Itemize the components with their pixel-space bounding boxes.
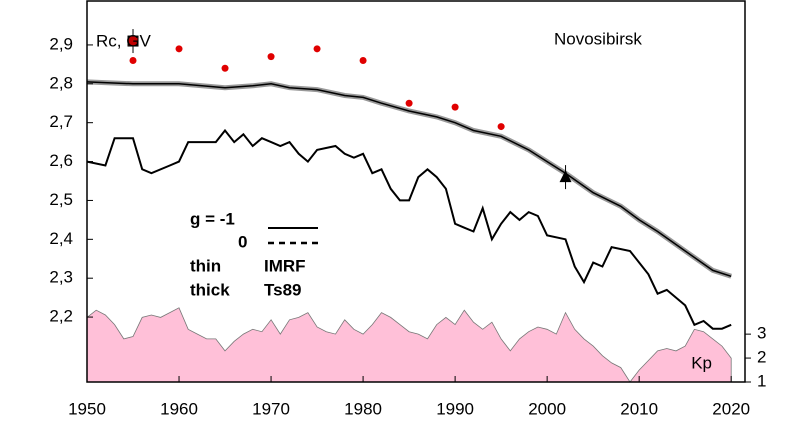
x-tick-label: 1950 — [68, 399, 106, 418]
kp-label: Kp — [691, 354, 712, 373]
y-tick-label: 2,9 — [49, 34, 73, 53]
legend-text: g = -1 — [190, 209, 235, 228]
x-tick-label: 1970 — [252, 399, 290, 418]
y-tick-label: 2,6 — [49, 151, 73, 170]
y-tick-label: 2,3 — [49, 268, 73, 287]
axis-label: Rc, GV — [96, 31, 151, 50]
legend-text: 0 — [238, 232, 247, 251]
x-tick-label: 2000 — [528, 399, 566, 418]
plot-frame — [86, 0, 746, 383]
y-tick-label: 2,8 — [49, 73, 73, 92]
point — [405, 99, 413, 107]
y-tick-label: 2,5 — [49, 190, 73, 209]
point — [127, 35, 139, 47]
point — [451, 103, 459, 111]
point — [221, 64, 229, 72]
station-name: Novosibirsk — [554, 29, 642, 48]
x-tick-label: 1990 — [436, 399, 474, 418]
y-tick-label: 2,4 — [49, 229, 73, 248]
plot-area: Kp — [86, 29, 732, 383]
point — [359, 56, 367, 64]
point — [175, 45, 183, 53]
line — [86, 128, 732, 330]
legend-text: thick — [190, 280, 230, 299]
legend-text: IMRF — [264, 256, 306, 275]
line — [86, 81, 732, 278]
point — [267, 53, 275, 61]
y2-tick-label: 2 — [757, 348, 766, 367]
point — [559, 170, 572, 183]
point — [313, 45, 321, 53]
point — [129, 56, 137, 64]
legend-text: Ts89 — [264, 280, 302, 299]
legend-text: thin — [190, 256, 221, 275]
x-tick-label: 1980 — [344, 399, 382, 418]
y-tick-label: 2,2 — [49, 307, 73, 326]
kp-area — [86, 307, 732, 383]
x-tick-label: 2010 — [620, 399, 658, 418]
y2-tick-label: 3 — [757, 324, 766, 343]
x-tick-label: 1960 — [160, 399, 198, 418]
y2-tick-label: 1 — [757, 371, 766, 390]
x-tick-label: 2020 — [712, 399, 750, 418]
y-tick-label: 2,7 — [49, 112, 73, 131]
point — [497, 123, 505, 131]
